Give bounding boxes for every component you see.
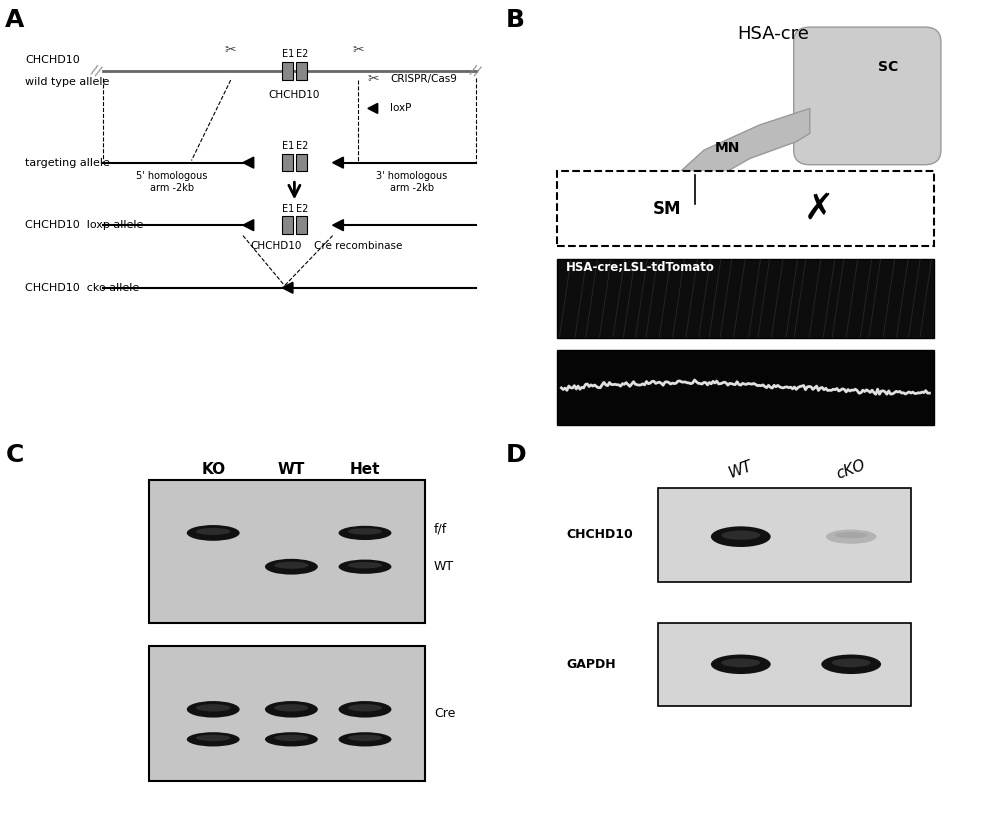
Text: //: // <box>89 63 103 79</box>
Text: Cre: Cre <box>434 706 455 720</box>
Text: CHCHD10: CHCHD10 <box>250 241 302 251</box>
Text: CHCHD10: CHCHD10 <box>25 55 80 65</box>
Text: ✂: ✂ <box>352 43 364 57</box>
Bar <box>149 480 425 623</box>
Text: SM: SM <box>653 199 681 218</box>
Text: SC: SC <box>878 60 898 73</box>
Ellipse shape <box>339 701 391 717</box>
Text: cKO: cKO <box>835 458 868 482</box>
Text: HSA-cre: HSA-cre <box>737 25 809 43</box>
Ellipse shape <box>265 559 318 575</box>
Ellipse shape <box>711 655 771 674</box>
Text: E1: E1 <box>282 141 294 151</box>
Text: E1: E1 <box>282 203 294 214</box>
Ellipse shape <box>348 704 382 711</box>
Bar <box>557 171 934 246</box>
Text: HSA-cre;LSL-tdTomato: HSA-cre;LSL-tdTomato <box>566 260 715 274</box>
Text: 5' homologous
arm -2kb: 5' homologous arm -2kb <box>136 171 208 193</box>
Text: targeting allele: targeting allele <box>25 158 110 168</box>
Text: MN: MN <box>714 141 740 155</box>
Bar <box>557 350 934 425</box>
Text: //: // <box>469 63 482 79</box>
Text: wild type allele: wild type allele <box>25 78 109 87</box>
Text: WT: WT <box>278 462 305 476</box>
Ellipse shape <box>339 732 391 746</box>
Ellipse shape <box>187 525 240 540</box>
Polygon shape <box>681 108 810 179</box>
Text: ✂: ✂ <box>367 73 379 86</box>
Text: CHCHD10  loxp allele: CHCHD10 loxp allele <box>25 220 143 230</box>
Polygon shape <box>333 157 343 168</box>
Ellipse shape <box>339 560 391 574</box>
Ellipse shape <box>721 530 760 540</box>
Polygon shape <box>243 219 254 231</box>
Ellipse shape <box>721 658 760 667</box>
Text: CRISPR/Cas9: CRISPR/Cas9 <box>390 74 457 84</box>
Polygon shape <box>282 282 293 294</box>
Text: GAPDH: GAPDH <box>566 658 616 671</box>
Polygon shape <box>368 103 378 113</box>
Bar <box>557 259 934 338</box>
Ellipse shape <box>274 561 309 569</box>
Text: WT: WT <box>434 560 454 573</box>
Ellipse shape <box>187 701 240 717</box>
Bar <box>658 623 911 706</box>
Bar <box>658 488 911 582</box>
Text: E1: E1 <box>282 49 294 59</box>
Text: ✗: ✗ <box>804 192 834 225</box>
Text: WT: WT <box>727 458 755 480</box>
Ellipse shape <box>265 732 318 746</box>
Text: E2: E2 <box>296 141 308 151</box>
Ellipse shape <box>265 701 318 717</box>
Bar <box>296 154 307 172</box>
Text: D: D <box>506 443 527 467</box>
Bar <box>282 154 293 172</box>
Bar <box>282 63 293 80</box>
Text: loxP: loxP <box>390 103 411 113</box>
Bar <box>149 646 425 781</box>
Ellipse shape <box>348 735 382 741</box>
Ellipse shape <box>348 528 382 535</box>
Text: CHCHD10  cko allele: CHCHD10 cko allele <box>25 283 139 293</box>
Text: Het: Het <box>350 462 380 476</box>
Ellipse shape <box>821 655 881 674</box>
Ellipse shape <box>835 532 868 539</box>
Text: C: C <box>6 443 25 467</box>
Ellipse shape <box>711 526 771 547</box>
Text: B: B <box>506 8 525 33</box>
Text: KO: KO <box>201 462 225 476</box>
Ellipse shape <box>196 528 230 535</box>
Text: A: A <box>5 8 25 33</box>
Ellipse shape <box>832 658 871 667</box>
Polygon shape <box>333 219 343 231</box>
Ellipse shape <box>196 735 230 741</box>
Text: 3' homologous
arm -2kb: 3' homologous arm -2kb <box>376 171 448 193</box>
Bar <box>296 63 307 80</box>
Bar <box>282 217 293 234</box>
Ellipse shape <box>348 562 382 569</box>
Text: CHCHD10: CHCHD10 <box>269 90 320 99</box>
FancyBboxPatch shape <box>794 28 941 165</box>
Text: Cre recombinase: Cre recombinase <box>314 241 402 251</box>
Ellipse shape <box>274 704 309 711</box>
Ellipse shape <box>339 525 391 540</box>
Text: CHCHD10: CHCHD10 <box>566 528 633 541</box>
Ellipse shape <box>826 530 876 544</box>
Ellipse shape <box>274 735 309 741</box>
Text: E2: E2 <box>296 203 308 214</box>
Ellipse shape <box>187 732 240 746</box>
Text: f/f: f/f <box>434 523 447 535</box>
Polygon shape <box>243 157 254 168</box>
Text: E2: E2 <box>296 49 308 59</box>
Ellipse shape <box>196 704 230 711</box>
Bar <box>296 217 307 234</box>
Text: ✂: ✂ <box>225 43 237 57</box>
